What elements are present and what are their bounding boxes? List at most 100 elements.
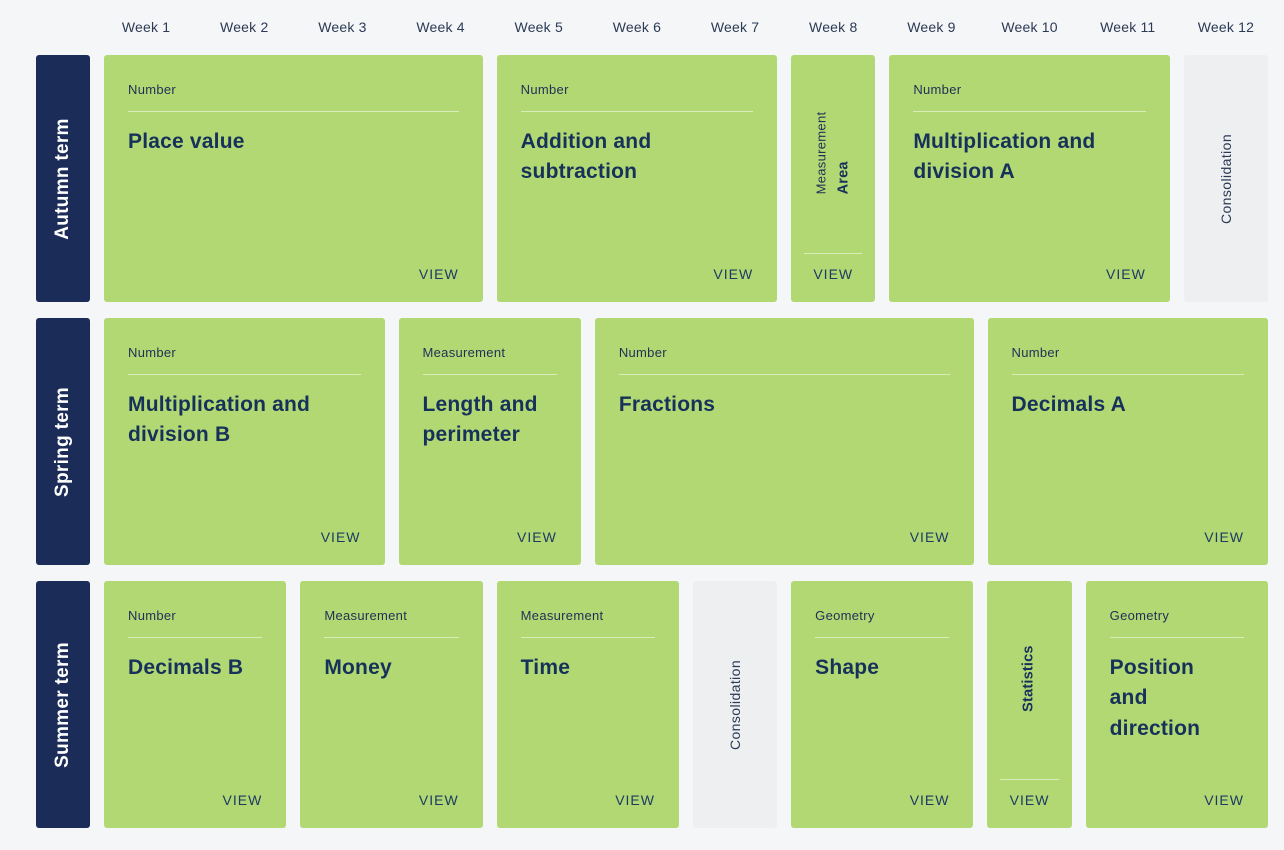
term-bar-spring: Spring term bbox=[36, 318, 90, 565]
week-label-10: Week 10 bbox=[1001, 19, 1058, 35]
unit-title: Decimals B bbox=[128, 656, 244, 679]
week-label-2: Week 2 bbox=[220, 19, 269, 35]
unit-card-fractions[interactable]: Number Fractions VIEW bbox=[594, 318, 974, 565]
consolidation-card-autumn: Consolidation bbox=[1183, 55, 1268, 302]
view-link[interactable]: VIEW bbox=[1009, 792, 1050, 808]
week-label-12: Week 12 bbox=[1197, 19, 1255, 35]
consolidation-card-summer: Consolidation bbox=[692, 581, 778, 828]
unit-card-multiplication-and-division-a[interactable]: Number Multiplication and division A VIE… bbox=[889, 55, 1170, 302]
divider bbox=[1109, 637, 1244, 638]
unit-category: Number bbox=[1011, 345, 1060, 360]
unit-title: Decimals A bbox=[1011, 393, 1126, 416]
unit-category: Measurement bbox=[520, 608, 604, 623]
view-link[interactable]: VIEW bbox=[418, 266, 459, 282]
consolidation-label: Consolidation bbox=[1217, 133, 1234, 224]
divider bbox=[520, 637, 655, 638]
divider bbox=[128, 637, 263, 638]
unit-card-place-value[interactable]: Number Place value VIEW bbox=[104, 55, 483, 302]
divider bbox=[520, 111, 754, 112]
unit-category: Number bbox=[913, 82, 962, 97]
unit-card-addition-and-subtraction[interactable]: Number Addition and subtraction VIEW bbox=[496, 55, 778, 302]
unit-category: Number bbox=[128, 608, 177, 623]
term-bar-summer: Summer term bbox=[36, 581, 90, 828]
view-link[interactable]: VIEW bbox=[1204, 792, 1244, 808]
unit-category: Geometry bbox=[815, 608, 875, 623]
divider bbox=[128, 111, 459, 112]
unit-card-statistics[interactable]: Statistics VIEW bbox=[987, 581, 1072, 828]
unit-title: Multiplication and division A bbox=[913, 130, 1096, 184]
week-label-11: Week 11 bbox=[1100, 19, 1156, 35]
view-link[interactable]: VIEW bbox=[517, 529, 557, 545]
view-link[interactable]: VIEW bbox=[909, 529, 950, 545]
week-header-row: Week 1 Week 2 Week 3 Week 4 Week 5 Week … bbox=[36, 12, 1268, 42]
week-label-5: Week 5 bbox=[514, 19, 563, 35]
consolidation-label: Consolidation bbox=[727, 659, 744, 750]
unit-category: Number bbox=[618, 345, 667, 360]
unit-category: Measurement bbox=[422, 345, 506, 360]
unit-title: Fractions bbox=[618, 393, 716, 416]
view-link[interactable]: VIEW bbox=[222, 792, 263, 808]
unit-title: Money bbox=[324, 656, 392, 679]
unit-category: Measurement bbox=[324, 608, 408, 623]
week-label-6: Week 6 bbox=[612, 19, 662, 35]
unit-card-time[interactable]: Measurement Time VIEW bbox=[496, 581, 679, 828]
unit-card-length-and-perimeter[interactable]: Measurement Length and perimeter VIEW bbox=[398, 318, 581, 565]
week-label-3: Week 3 bbox=[318, 19, 367, 35]
term-row-spring: Spring term Number Multiplication and di… bbox=[36, 318, 1268, 565]
divider bbox=[1000, 779, 1059, 780]
unit-title: Statistics bbox=[1020, 645, 1037, 712]
term-label: Spring term bbox=[52, 386, 73, 497]
unit-card-multiplication-and-division-b[interactable]: Number Multiplication and division B VIE… bbox=[104, 318, 385, 565]
divider bbox=[422, 374, 557, 375]
term-row-summer: Summer term Number Decimals B VIEW Measu… bbox=[36, 581, 1268, 828]
view-link[interactable]: VIEW bbox=[1106, 266, 1146, 282]
view-link[interactable]: VIEW bbox=[615, 792, 655, 808]
unit-card-area[interactable]: Measurement Area VIEW bbox=[791, 55, 876, 302]
divider bbox=[913, 111, 1146, 112]
unit-title: Shape bbox=[815, 656, 880, 679]
unit-title: Area bbox=[835, 160, 852, 194]
week-label-4: Week 4 bbox=[416, 19, 465, 35]
week-label-9: Week 9 bbox=[907, 19, 956, 35]
unit-title: Time bbox=[520, 656, 571, 679]
unit-title: Addition and subtraction bbox=[520, 130, 652, 184]
view-link[interactable]: VIEW bbox=[1204, 529, 1244, 545]
unit-category: Number bbox=[128, 82, 177, 97]
scheme-of-learning-overview: Week 1 Week 2 Week 3 Week 4 Week 5 Week … bbox=[36, 12, 1268, 828]
view-link[interactable]: VIEW bbox=[320, 529, 361, 545]
unit-title: Place value bbox=[128, 130, 245, 153]
week-label-1: Week 1 bbox=[121, 19, 171, 35]
view-link[interactable]: VIEW bbox=[909, 792, 950, 808]
unit-card-decimals-b[interactable]: Number Decimals B VIEW bbox=[104, 581, 287, 828]
divider bbox=[815, 637, 950, 638]
unit-card-shape[interactable]: Geometry Shape VIEW bbox=[791, 581, 974, 828]
unit-card-position-and-direction[interactable]: Geometry Position and direction VIEW bbox=[1085, 581, 1268, 828]
unit-category: Geometry bbox=[1109, 608, 1170, 623]
unit-title: Multiplication and division B bbox=[128, 393, 311, 447]
week-label-8: Week 8 bbox=[809, 19, 858, 35]
unit-card-money[interactable]: Measurement Money VIEW bbox=[300, 581, 483, 828]
unit-category: Number bbox=[520, 82, 569, 97]
term-bar-autumn: Autumn term bbox=[36, 55, 90, 302]
vertical-text: Consolidation bbox=[1184, 55, 1268, 302]
vertical-text: Statistics bbox=[987, 581, 1071, 776]
unit-category: Number bbox=[128, 345, 177, 360]
term-row-autumn: Autumn term Number Place value VIEW Numb… bbox=[36, 55, 1268, 302]
divider bbox=[128, 374, 361, 375]
week-label-7: Week 7 bbox=[710, 19, 760, 35]
vertical-text: Consolidation bbox=[693, 581, 777, 828]
divider bbox=[324, 637, 459, 638]
unit-card-decimals-a[interactable]: Number Decimals A VIEW bbox=[987, 318, 1268, 565]
view-link[interactable]: VIEW bbox=[418, 792, 459, 808]
view-link[interactable]: VIEW bbox=[813, 266, 854, 282]
view-link[interactable]: VIEW bbox=[713, 266, 754, 282]
unit-title: Length and perimeter bbox=[422, 393, 538, 447]
unit-title: Position and direction bbox=[1109, 656, 1201, 740]
term-label: Summer term bbox=[52, 641, 74, 768]
unit-category: Measurement bbox=[813, 111, 829, 194]
vertical-text: Measurement Area bbox=[791, 55, 875, 250]
divider bbox=[804, 253, 863, 254]
term-label: Autumn term bbox=[52, 117, 73, 240]
divider bbox=[618, 374, 950, 375]
divider bbox=[1011, 374, 1244, 375]
